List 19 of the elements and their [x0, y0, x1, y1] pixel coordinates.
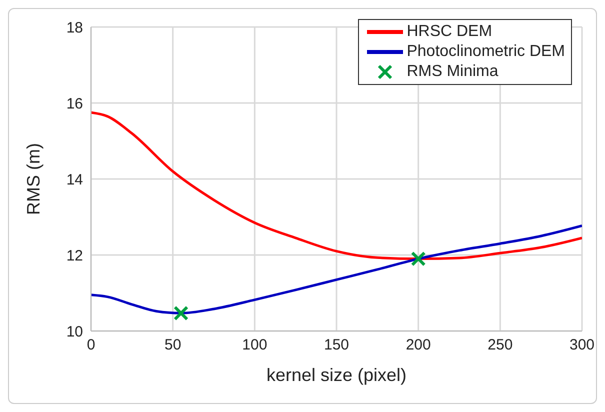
y-tick-label: 16: [66, 95, 83, 112]
y-tick-label: 18: [66, 19, 83, 36]
x-tick-label: 50: [164, 336, 182, 354]
x-tick-label: 200: [406, 336, 431, 354]
legend-label: Photoclinometric DEM: [406, 42, 565, 62]
y-tick-label: 12: [66, 247, 83, 264]
y-tick-label: 10: [66, 323, 83, 340]
x-tick-label: 100: [242, 336, 268, 354]
line-series: [91, 111, 582, 260]
x-tick-label: 150: [324, 336, 350, 354]
y-tick-label: 14: [66, 171, 83, 188]
x-tick-label: 250: [488, 336, 513, 354]
legend-label: HRSC DEM: [406, 22, 492, 42]
x-tick-label: 0: [86, 336, 96, 354]
y-axis-title: RMS (m): [23, 143, 44, 215]
line-series: [91, 224, 582, 314]
x-tick-label: 300: [569, 336, 595, 354]
legend-label: RMS Minima: [406, 62, 498, 82]
x-axis-title: kernel size (pixel): [266, 365, 407, 385]
